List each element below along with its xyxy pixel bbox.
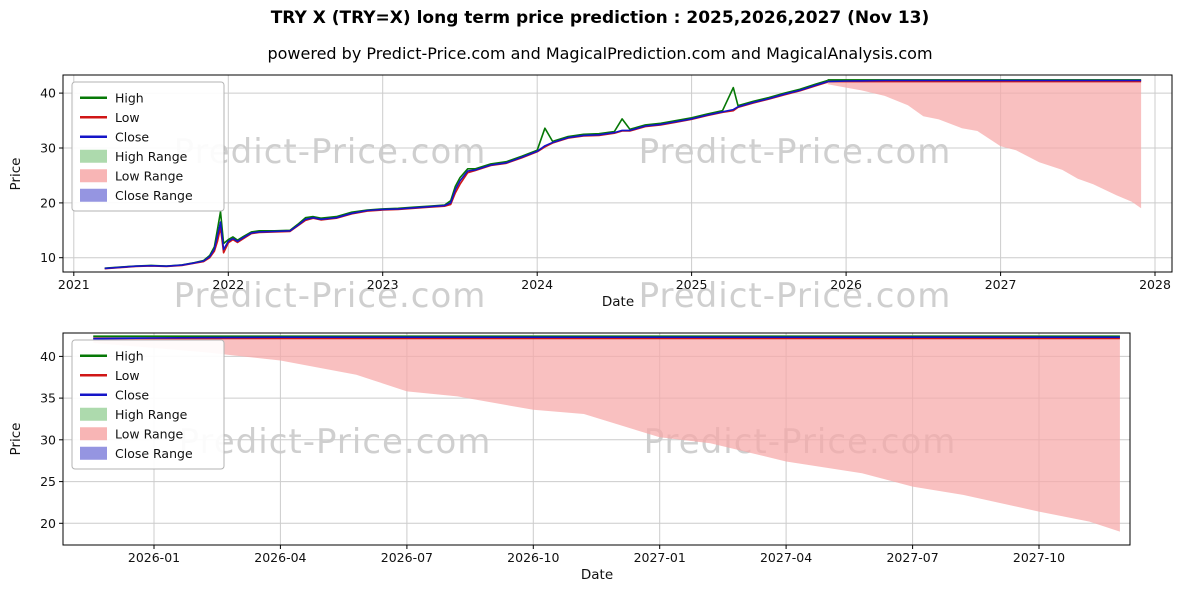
legend-label-high-range: High Range	[115, 149, 188, 164]
x-tick-label: 2027-10	[1013, 550, 1065, 565]
legend-label-close: Close	[115, 129, 149, 144]
y-axis-label: Price	[8, 423, 24, 456]
plot-border	[62, 74, 1173, 273]
x-tick-label: 2026-07	[381, 550, 433, 565]
legend-label-low: Low	[115, 110, 140, 125]
x-tick-label: 2024	[521, 277, 553, 292]
legend-swatch-close-range	[80, 446, 107, 460]
price-history-chart: 2021 2022 2023 2024 2025 2026 2027 2028 10 20 30 40…	[8, 74, 1173, 310]
plot-border	[62, 332, 1131, 546]
x-tick-label: 2027-01	[634, 550, 686, 565]
y-tick-label: 20	[40, 195, 56, 210]
legend-label-low-range: Low Range	[115, 426, 184, 441]
x-tick-label: 2027-04	[760, 550, 812, 565]
y-tick-label: 40	[40, 86, 56, 101]
band-low-range	[827, 80, 1142, 209]
x-tick-label: 2027	[985, 277, 1017, 292]
band-low-range	[93, 337, 1120, 532]
x-tick-label: 2022	[212, 277, 244, 292]
x-tick-label: 2026-04	[254, 550, 306, 565]
series-line-close-forecast	[827, 79, 1142, 83]
x-tick-label: 2023	[367, 277, 399, 292]
y-axis-label: Price	[8, 158, 24, 191]
legend-swatch-low-range	[80, 427, 107, 441]
series-line-close	[104, 80, 828, 270]
legend-swatch-low-range	[80, 169, 107, 183]
y-tick-label: 35	[40, 391, 56, 406]
y-tick-label: 30	[40, 141, 56, 156]
x-axis-label: Date	[602, 294, 634, 310]
legend-label-low: Low	[115, 368, 140, 383]
y-tick-label: 30	[40, 432, 56, 447]
x-tick-label: 2025	[676, 277, 708, 292]
legend-label-close-range: Close Range	[115, 446, 193, 461]
y-tick-label: 10	[40, 250, 56, 265]
x-tick-label: 2026-01	[128, 550, 180, 565]
legend-swatch-high-range	[80, 407, 107, 421]
legend-label-high-range: High Range	[115, 407, 188, 422]
y-tick-label: 25	[40, 474, 56, 489]
legend-box	[71, 81, 225, 212]
legend-box	[71, 339, 225, 470]
legend-swatch-high-range	[80, 149, 107, 163]
legend-label-high: High	[115, 348, 144, 363]
legend-label-close: Close	[115, 387, 149, 402]
x-tick-label: 2027-07	[886, 550, 938, 565]
x-tick-label: 2026	[830, 277, 862, 292]
legend-label-high: High	[115, 90, 144, 105]
legend-swatch-close-range	[80, 188, 107, 202]
legend-label-low-range: Low Range	[115, 168, 184, 183]
y-tick-label: 20	[40, 516, 56, 531]
x-tick-label: 2021	[58, 277, 90, 292]
x-tick-label: 2028	[1139, 277, 1171, 292]
legend-label-close-range: Close Range	[115, 188, 193, 203]
forecast-detail-chart: 2026-01 2026-04 2026-07 2026-10 2027-01 2027-…	[8, 332, 1131, 583]
x-tick-label: 2026-10	[507, 550, 559, 565]
series-line-close	[93, 336, 1120, 340]
y-tick-label: 40	[40, 349, 56, 364]
x-axis-label: Date	[581, 567, 613, 583]
